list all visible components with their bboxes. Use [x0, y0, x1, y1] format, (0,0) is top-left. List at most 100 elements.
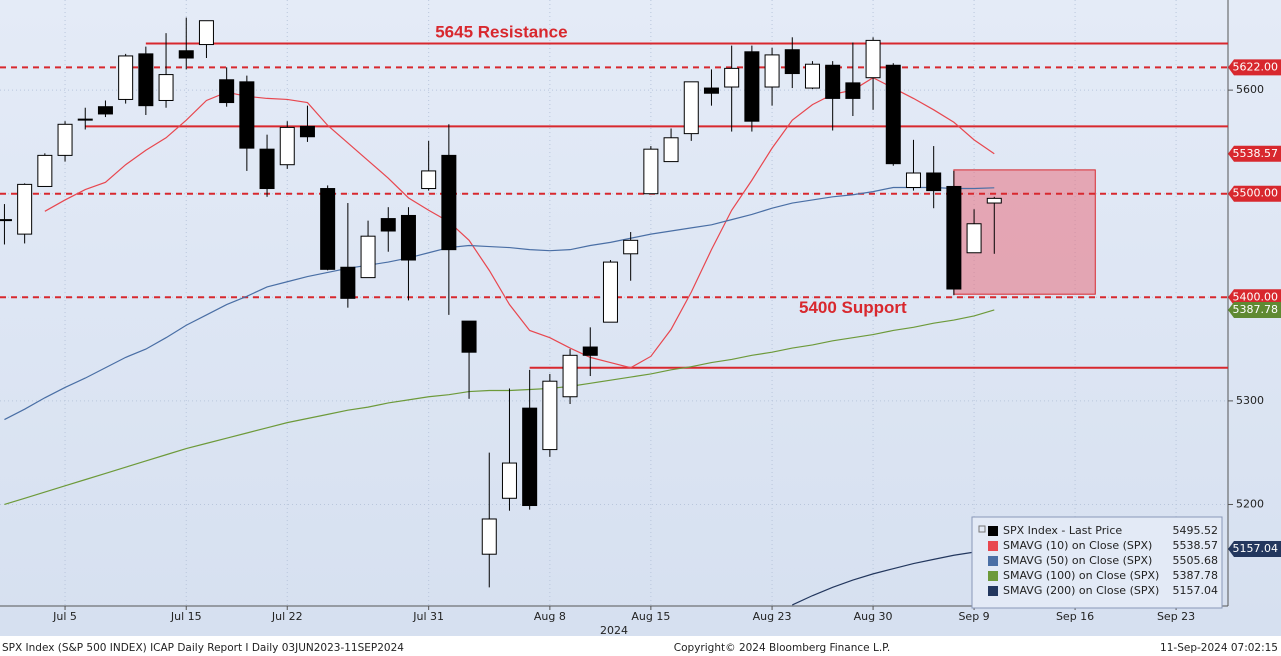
ma-line: [4, 309, 995, 506]
candle-body: [37, 154, 53, 187]
legend-swatch: [988, 556, 998, 566]
ma-line: [792, 548, 995, 606]
x-tick-label: Jul 31: [412, 610, 444, 623]
candle-body: [744, 51, 760, 122]
candle-body: [623, 239, 639, 255]
candle-body: [77, 118, 93, 121]
candle-body: [441, 154, 457, 251]
price-label: 5538.57: [1233, 147, 1279, 160]
price-label: 5400.00: [1233, 290, 1279, 303]
candle-body: [825, 64, 841, 99]
candle-body: [542, 380, 558, 451]
x-tick-label: Aug 15: [631, 610, 670, 623]
candle-body: [602, 261, 618, 323]
footer-left: SPX Index (S&P 500 INDEX) ICAP Daily Rep…: [2, 642, 404, 654]
candle-body: [501, 462, 517, 499]
ma-line: [4, 186, 995, 421]
plot-area: [0, 0, 1228, 606]
candle-body: [0, 219, 12, 222]
legend-swatch: [988, 541, 998, 551]
legend-label: SPX Index - Last Price: [1003, 524, 1122, 537]
candle-body: [703, 87, 719, 94]
y-tick-label: 5300: [1236, 394, 1264, 407]
candle-body: [885, 64, 901, 165]
x-tick-label: Aug 23: [753, 610, 792, 623]
x-tick-label: Jul 5: [52, 610, 77, 623]
candle-body: [582, 346, 598, 356]
price-label: 5157.04: [1233, 542, 1279, 555]
x-tick-label: Aug 30: [854, 610, 893, 623]
candle-body: [299, 125, 315, 138]
candle-body: [198, 20, 214, 46]
x-tick-label: Sep 9: [958, 610, 989, 623]
legend-label: SMAVG (10) on Close (SPX): [1003, 539, 1152, 552]
candle-body: [340, 266, 356, 299]
candle-body: [259, 148, 275, 190]
candle-body: [966, 223, 982, 254]
candle-body: [118, 55, 134, 100]
price-label-box: [1228, 145, 1281, 162]
candle-body: [986, 197, 1002, 204]
candle-body: [724, 67, 740, 88]
price-label-box: [1228, 540, 1281, 557]
x-year-label: 2024: [600, 624, 628, 637]
candle-body: [158, 74, 174, 101]
candle-body: [926, 172, 942, 192]
price-label: 5622.00: [1233, 60, 1279, 73]
candle-body: [663, 137, 679, 163]
candle-body: [17, 183, 33, 235]
candle-body: [946, 185, 962, 290]
legend-swatch: [988, 526, 998, 536]
x-tick-label: Jul 22: [271, 610, 303, 623]
legend-swatch: [988, 586, 998, 596]
x-tick-label: Sep 23: [1157, 610, 1195, 623]
x-tick-label: Sep 16: [1056, 610, 1094, 623]
candle-body: [178, 50, 194, 59]
candle-body: [380, 218, 396, 232]
candle-body: [804, 63, 820, 89]
candle-body: [360, 235, 376, 279]
candle-body: [784, 49, 800, 75]
candle-body: [97, 106, 113, 115]
y-tick-label: 5200: [1236, 497, 1264, 510]
legend-label: SMAVG (50) on Close (SPX): [1003, 554, 1152, 567]
legend-value: 5505.68: [1173, 554, 1219, 567]
candle-body: [562, 354, 578, 398]
legend-box: [971, 516, 1223, 609]
candle-body: [764, 54, 780, 88]
candle-body: [905, 172, 921, 188]
legend-value: 5495.52: [1173, 524, 1219, 537]
candle-body: [865, 39, 881, 79]
annotation: 5645 Resistance: [435, 23, 567, 42]
footer-center: Copyright© 2024 Bloomberg Finance L.P.: [674, 642, 890, 654]
candle-body: [400, 214, 416, 261]
candle-body: [320, 188, 336, 270]
annotation: 5400 Support: [799, 298, 907, 317]
candle-body: [461, 320, 477, 353]
candle-body: [683, 81, 699, 135]
candle-body: [643, 148, 659, 195]
price-label-box: [1228, 301, 1281, 318]
price-label: 5387.78: [1233, 303, 1279, 316]
x-tick-label: Aug 8: [534, 610, 566, 623]
candle-body: [421, 170, 437, 190]
candle-body: [279, 126, 295, 166]
legend-swatch: [988, 571, 998, 581]
legend-label: SMAVG (200) on Close (SPX): [1003, 584, 1159, 597]
legend-value: 5538.57: [1173, 539, 1219, 552]
candle-body: [239, 81, 255, 149]
legend-label: SMAVG (100) on Close (SPX): [1003, 569, 1159, 582]
price-label-box: [1228, 185, 1281, 202]
candle-body: [138, 53, 154, 107]
candle-body: [219, 79, 235, 104]
candle-body: [481, 518, 497, 555]
legend-value: 5387.78: [1173, 569, 1219, 582]
price-label-box: [1228, 289, 1281, 306]
legend-toggle: [978, 525, 986, 533]
candle-body: [522, 407, 538, 507]
price-label: 5500.00: [1233, 187, 1279, 200]
price-label-box: [1228, 59, 1281, 76]
candle-body: [845, 82, 861, 99]
footer-right: 11-Sep-2024 07:02:15: [1160, 642, 1278, 654]
